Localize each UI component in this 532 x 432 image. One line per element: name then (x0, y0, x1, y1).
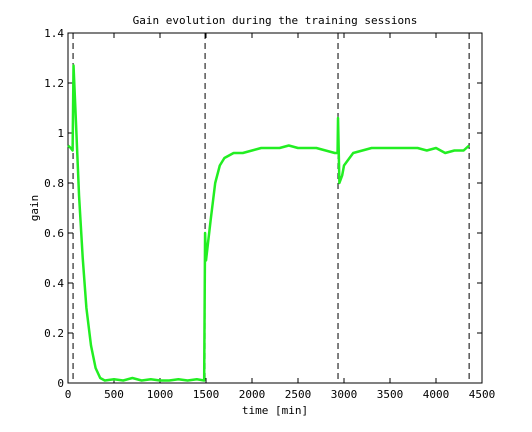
x-tick-label: 4500 (469, 388, 496, 401)
series-line (67, 64, 470, 382)
chart-title: Gain evolution during the training sessi… (133, 14, 418, 27)
y-tick-label: 1 (57, 127, 64, 140)
y-axis-label: gain (28, 195, 41, 222)
y-tick-label: 0.8 (44, 177, 64, 190)
x-tick-label: 500 (104, 388, 124, 401)
x-tick-label: 1500 (193, 388, 220, 401)
x-tick-label: 2500 (285, 388, 312, 401)
x-tick-label: 3000 (331, 388, 358, 401)
x-tick-label: 0 (65, 388, 72, 401)
y-tick-label: 0 (57, 377, 64, 390)
y-tick-label: 0.6 (44, 227, 64, 240)
axes-box (67, 32, 483, 384)
x-axis-label: time [min] (242, 404, 308, 417)
y-tick-label: 1.4 (44, 27, 64, 40)
x-tick-label: 1000 (147, 388, 174, 401)
x-tick-label: 2000 (239, 388, 266, 401)
x-tick-label: 4000 (423, 388, 450, 401)
y-tick-label: 0.4 (44, 277, 64, 290)
x-tick-label: 3500 (377, 388, 404, 401)
y-tick-label: 1.2 (44, 77, 64, 90)
y-tick-label: 0.2 (44, 327, 64, 340)
